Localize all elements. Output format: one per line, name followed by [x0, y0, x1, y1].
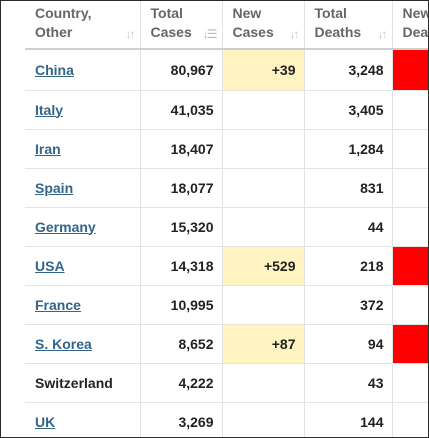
country-cell: Switzerland [25, 363, 141, 403]
new-deaths-cell [392, 207, 428, 247]
country-link[interactable]: UK [35, 413, 56, 430]
column-header-label: Total [314, 5, 347, 21]
country-link[interactable]: USA [35, 257, 65, 274]
column-header-label: Cases [150, 24, 192, 40]
country-link[interactable]: Italy [35, 101, 64, 118]
total-deaths-cell: 831 [304, 168, 393, 208]
country-link[interactable]: Germany [35, 218, 96, 235]
total-cases-cell: 18,407 [140, 129, 223, 169]
table-row: UK 3,269 144 [25, 402, 428, 437]
table-row: Spain 18,077 831 [25, 168, 428, 208]
column-header-label: Cases [232, 24, 274, 40]
column-header-label: Country, [35, 5, 92, 21]
new-deaths-cell [392, 402, 428, 437]
total-deaths-cell: 94 [304, 324, 393, 364]
table-row: USA 14,318 +529 218 [25, 246, 428, 286]
column-header-label: Total [150, 5, 183, 21]
table-row: Iran 18,407 1,284 [25, 129, 428, 169]
total-cases-cell: 41,035 [140, 90, 223, 130]
country-link[interactable]: Spain [35, 179, 74, 196]
column-header-label: New [232, 5, 262, 21]
coronavirus-cases-table: Country, Other ↓↑ Total Cases ↓☰ New Cas… [25, 1, 429, 437]
new-deaths-cell [392, 49, 428, 91]
new-cases-cell [222, 285, 305, 325]
country-cell: China [25, 49, 141, 91]
table-row: France 10,995 372 [25, 285, 428, 325]
new-cases-cell [222, 129, 305, 169]
new-deaths-cell [392, 285, 428, 325]
total-cases-cell: 18,077 [140, 168, 223, 208]
new-cases-cell [222, 402, 305, 437]
total-deaths-cell: 144 [304, 402, 393, 437]
column-header-country[interactable]: Country, Other ↓↑ [25, 1, 141, 50]
table-row: China 80,967 +39 3,248 [25, 49, 428, 91]
table-row: S. Korea 8,652 +87 94 [25, 324, 428, 364]
total-cases-cell: 8,652 [140, 324, 223, 364]
total-deaths-cell: 3,248 [304, 49, 393, 91]
country-link[interactable]: France [35, 296, 81, 313]
country-cell: Spain [25, 168, 141, 208]
total-deaths-cell: 1,284 [304, 129, 393, 169]
total-deaths-cell: 43 [304, 363, 393, 403]
sort-both-icon[interactable]: ↓↑ [289, 27, 300, 41]
country-link[interactable]: China [35, 61, 74, 78]
total-cases-cell: 14,318 [140, 246, 223, 286]
total-deaths-cell: 218 [304, 246, 393, 286]
new-cases-cell [222, 90, 305, 130]
total-deaths-cell: 372 [304, 285, 393, 325]
sort-both-icon[interactable]: ↓↑ [125, 27, 136, 41]
new-cases-cell [222, 207, 305, 247]
country-cell: Italy [25, 90, 141, 130]
table-header-row: Country, Other ↓↑ Total Cases ↓☰ New Cas… [25, 1, 429, 50]
total-deaths-cell: 3,405 [304, 90, 393, 130]
country-cell: France [25, 285, 141, 325]
new-cases-cell [222, 363, 305, 403]
column-header-total-cases[interactable]: Total Cases ↓☰ [140, 1, 223, 50]
country-cell: S. Korea [25, 324, 141, 364]
total-cases-cell: 15,320 [140, 207, 223, 247]
country-cell: Iran [25, 129, 141, 169]
country-link[interactable]: S. Korea [35, 335, 92, 352]
table-row: Germany 15,320 44 [25, 207, 428, 247]
column-header-label: New [402, 5, 429, 21]
table-row: Italy 41,035 3,405 [25, 90, 428, 130]
new-deaths-cell [392, 168, 428, 208]
column-header-total-deaths[interactable]: Total Deaths ↓↑ [304, 1, 393, 50]
country-cell: USA [25, 246, 141, 286]
total-cases-cell: 3,269 [140, 402, 223, 437]
new-deaths-cell [392, 129, 428, 169]
total-cases-cell: 4,222 [140, 363, 223, 403]
total-cases-cell: 10,995 [140, 285, 223, 325]
new-deaths-cell [392, 324, 428, 364]
total-deaths-cell: 44 [304, 207, 393, 247]
total-cases-cell: 80,967 [140, 49, 223, 91]
table-row: Switzerland 4,222 43 [25, 363, 428, 403]
column-header-label: Deaths [314, 24, 362, 40]
new-cases-cell: +39 [222, 49, 305, 91]
column-header-label: Other [35, 24, 73, 40]
country-name: Switzerland [35, 374, 113, 391]
new-deaths-cell [392, 363, 428, 403]
new-deaths-cell [392, 90, 428, 130]
country-link[interactable]: Iran [35, 140, 61, 157]
column-header-new-cases[interactable]: New Cases ↓↑ [222, 1, 305, 50]
column-header-new-deaths[interactable]: New Deat [392, 1, 429, 50]
new-cases-cell [222, 168, 305, 208]
country-cell: Germany [25, 207, 141, 247]
country-cell: UK [25, 402, 141, 437]
sort-both-icon[interactable]: ↓↑ [377, 27, 388, 41]
column-header-label: Deat [402, 24, 429, 40]
new-cases-cell: +87 [222, 324, 305, 364]
sort-desc-icon[interactable]: ↓☰ [202, 27, 218, 41]
new-deaths-cell [392, 246, 428, 286]
new-cases-cell: +529 [222, 246, 305, 286]
